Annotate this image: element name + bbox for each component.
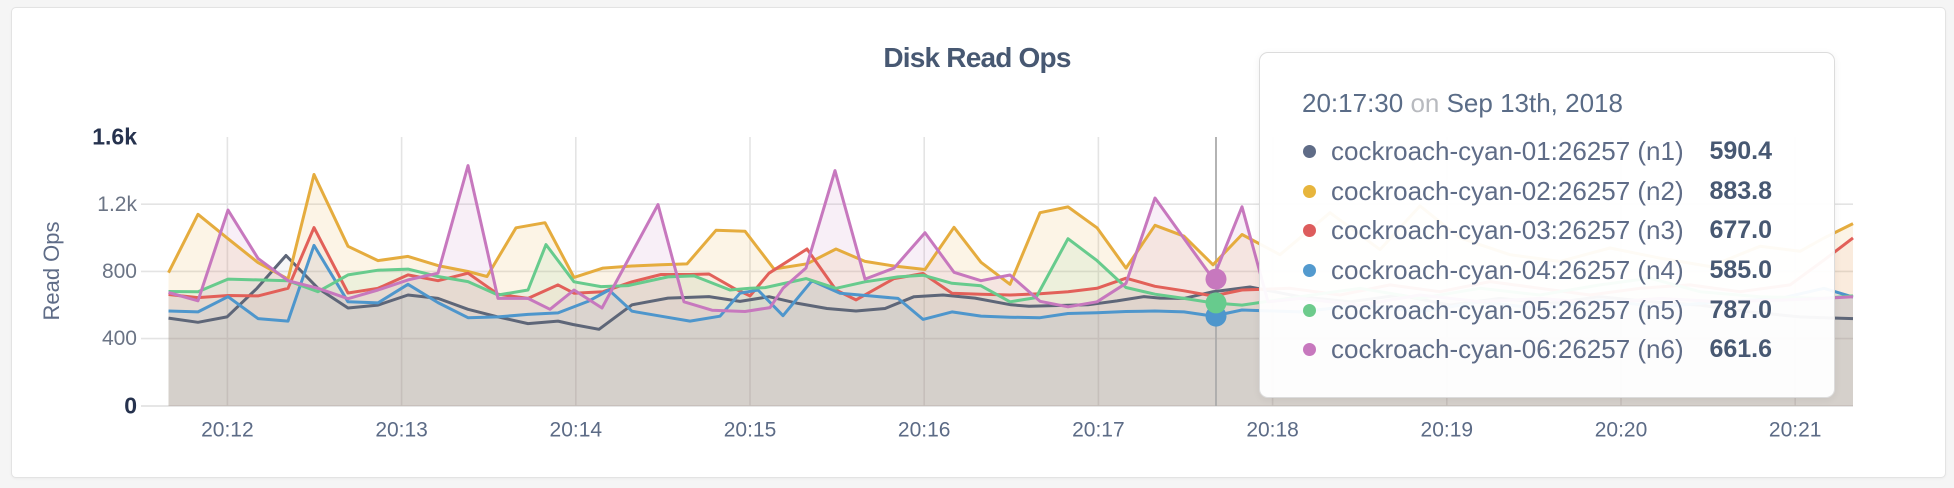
svg-text:20:17: 20:17 [1072, 419, 1125, 442]
svg-text:20:20: 20:20 [1595, 419, 1648, 442]
svg-text:Read Ops: Read Ops [39, 221, 64, 320]
svg-text:1.6k: 1.6k [92, 124, 137, 150]
svg-text:20:16: 20:16 [898, 419, 951, 442]
svg-text:800: 800 [102, 260, 137, 283]
svg-text:20:19: 20:19 [1421, 419, 1474, 442]
svg-text:20:15: 20:15 [724, 419, 777, 442]
svg-text:400: 400 [102, 327, 137, 350]
svg-text:0: 0 [124, 393, 137, 419]
svg-text:1.2k: 1.2k [97, 193, 137, 216]
svg-text:20:12: 20:12 [201, 419, 254, 442]
svg-text:20:18: 20:18 [1246, 419, 1299, 442]
svg-text:20:21: 20:21 [1769, 419, 1822, 442]
svg-text:20:13: 20:13 [375, 419, 428, 442]
svg-text:20:14: 20:14 [550, 419, 603, 442]
